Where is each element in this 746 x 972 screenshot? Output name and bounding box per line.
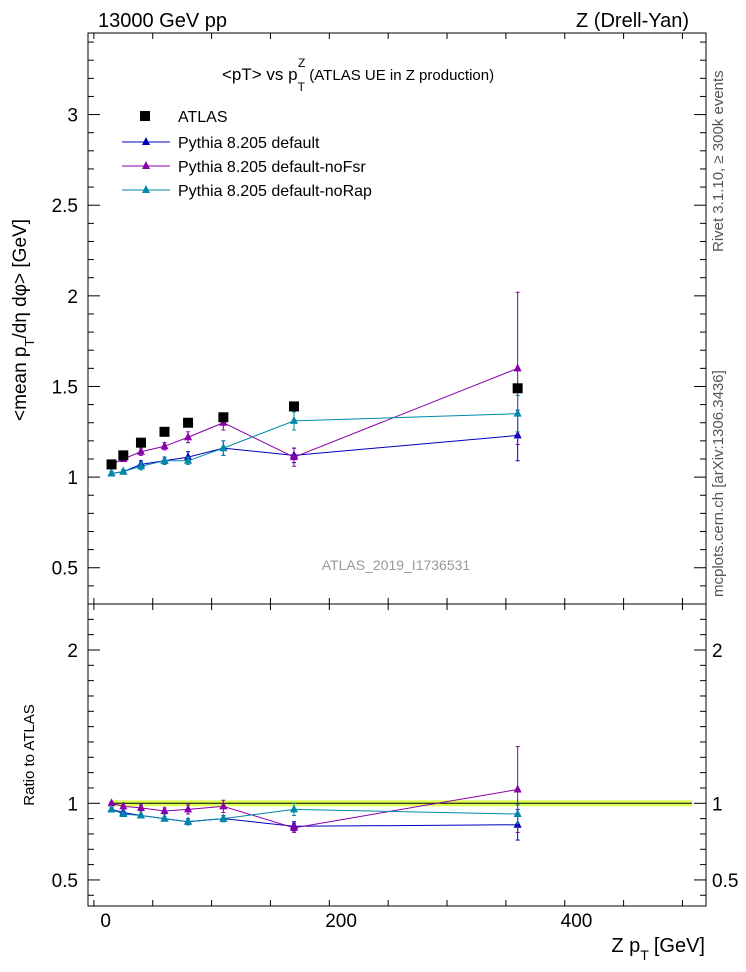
ratio-mc2-data-point [107,804,116,813]
main-mc2-data-point [160,455,169,464]
main-mc1-data-point [160,441,169,450]
header-left: 13000 GeV pp [98,10,227,32]
xlabel: Z pT [GeV] [611,935,705,963]
main-mc1-data-point [184,432,193,441]
ratio-mc1-data-point [290,822,298,831]
title-sub: T [298,80,306,94]
ratio-ytick-label: 0.5 [52,871,78,892]
main-mc2-data-point [107,468,116,477]
main-mc1-data-point [513,363,522,372]
ratio-mc1-data-point [184,804,193,813]
legend-label-default: Pythia 8.205 default [178,135,320,152]
ratio-mc0-series-line [111,808,518,827]
title-rest: (ATLAS UE in Z production) [309,67,494,84]
watermark: ATLAS_2019_I1736531 [322,557,471,573]
main-mc2-data-point [184,455,193,464]
xtick-label: 0 [100,911,111,932]
ratio-plot-frame [87,603,707,907]
atlas-data-point [159,426,170,437]
atlas-data-point [512,383,523,394]
ratio-mc2-data-point [119,809,128,818]
main-ylabel: <mean pT/dη dφ> [GeV] [10,219,37,421]
main-ylabel-b: /dη dφ> [GeV] [10,219,31,339]
atlas-data-point [218,412,229,423]
ratio-mc2-series-line [111,808,518,823]
ratio-ytick-label: 1 [67,794,78,815]
main-mc2-series-line [111,413,518,474]
main-mc1-data-point [136,446,145,455]
xlabel-sub: T [640,947,649,963]
data-layer [106,291,693,841]
legend-label-nofsr: Pythia 8.205 default-noFsr [178,159,366,176]
main-mc2-data-point [290,415,298,424]
ratio-mc1-data-point [160,805,169,814]
ratio-mc1-data-point [513,784,522,793]
main-ytick-label: 1.5 [52,377,78,398]
legend-label-atlas: ATLAS [178,109,228,126]
axes-layer: 0 200 400 0.5 1 1.5 2 2.5 3 0.5 0.5 1 1 2 2 [52,33,738,932]
legend: ATLAS Pythia 8.205 default Pythia 8.205 … [122,109,372,200]
main-mc2-data-point [219,443,228,452]
main-ytick-label: 1 [67,468,78,489]
main-ytick-label: 2.5 [52,196,78,217]
xtick-label: 400 [561,911,593,932]
ratio-mc2-data-point [160,813,169,822]
xlabel-main: Z p [611,935,640,957]
title-main: <pT> vs p [222,65,298,84]
ratio-ytick-label-right: 0.5 [712,871,738,892]
atlas-data-point [183,417,194,428]
legend-label-norap: Pythia 8.205 default-noRap [178,183,372,200]
ratio-mc2-data-point [136,810,145,819]
ratio-mc1-data-point [119,801,128,810]
main-ytick-label: 2 [67,287,78,308]
ratio-mc2-data-point [184,816,193,825]
main-mc2-data-point [513,408,522,417]
chart-title: <pT> vs pTZ (ATLAS UE in Z production) [222,56,494,94]
ratio-mc2-data-point [290,804,298,813]
ratio-mc1-data-point [107,798,116,807]
ratio-mc2-data-point [513,809,522,818]
atlas-data-point [118,450,129,461]
main-ytick-label: 3 [67,106,78,127]
ratio-ytick-label-right: 2 [712,641,723,662]
legend-marker-default [142,137,150,145]
atlas-data-point [106,459,117,470]
atlas-data-point [289,401,299,412]
main-ylabel-a: <mean p [10,347,31,421]
legend-marker-nofsr [142,161,150,169]
ratio-ytick-label: 2 [67,641,78,662]
mcplots-label: mcplots.cern.ch [arXiv:1306.3436] [710,370,727,597]
ratio-ylabel: Ratio to ATLAS [21,704,38,805]
main-mc1-series-line [111,367,518,465]
main-ylabel-sub: T [22,339,37,347]
ratio-mc1-data-point [136,802,145,811]
ratio-mc1-data-point [219,801,228,810]
ratio-mc1-series-line [111,788,518,829]
title-sup: Z [298,56,305,70]
atlas-data-point [135,437,146,448]
xtick-label: 200 [325,911,357,932]
main-mc0-series-line [111,434,518,474]
ratio-ytick-label-right: 1 [712,794,723,815]
legend-marker-norap [142,185,150,193]
header-right: Z (Drell-Yan) [576,10,689,32]
xlabel-rest: [GeV] [654,935,705,957]
main-ytick-label: 0.5 [52,559,78,580]
legend-marker-atlas [140,111,150,121]
main-mc2-data-point [136,461,145,470]
rivet-label: Rivet 3.1.10, ≥ 300k events [710,70,727,252]
main-mc1-data-point [290,452,298,461]
main-mc2-data-point [119,466,128,475]
ratio-mc2-data-point [219,813,228,822]
